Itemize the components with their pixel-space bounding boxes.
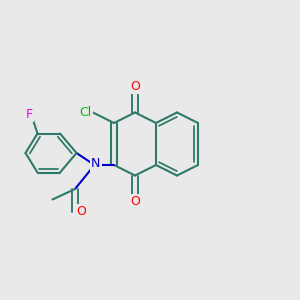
Text: O: O <box>77 205 86 218</box>
Text: O: O <box>130 195 140 208</box>
Text: F: F <box>26 107 33 121</box>
Text: Cl: Cl <box>80 106 92 119</box>
Text: N: N <box>91 157 100 170</box>
Text: O: O <box>130 80 140 93</box>
